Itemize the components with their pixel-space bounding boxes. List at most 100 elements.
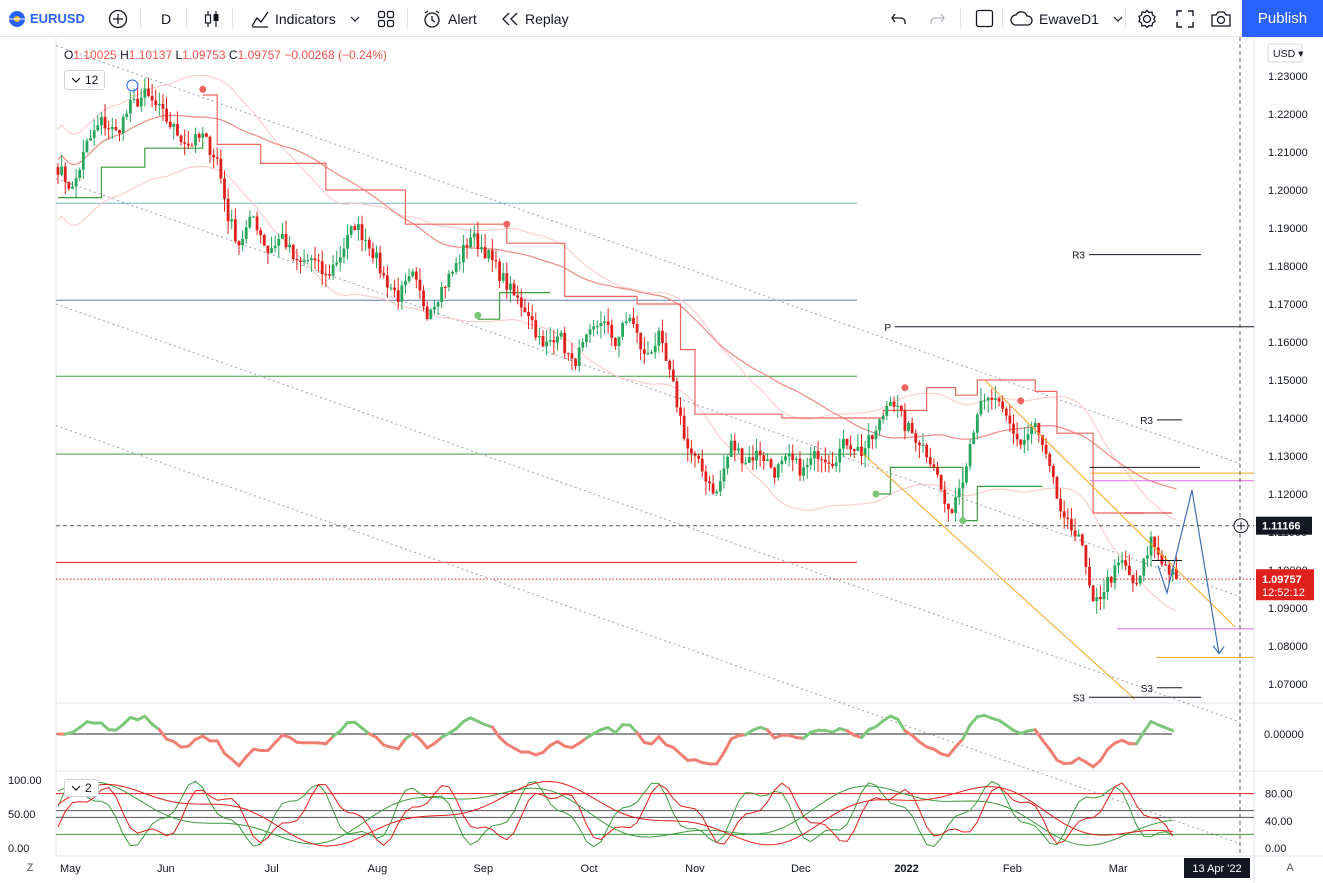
candle-body <box>845 438 849 446</box>
candle-body <box>1106 576 1110 593</box>
candle-body <box>932 464 936 468</box>
countdown-text: 12:52:12 <box>1262 587 1305 599</box>
oscillator-segment <box>375 735 386 747</box>
candle-body <box>722 468 726 482</box>
signal-dot <box>872 490 880 498</box>
candle-body <box>498 261 501 281</box>
pivot-label: R3 <box>1072 251 1085 262</box>
projection-path <box>1157 490 1220 654</box>
candle-body <box>194 133 197 146</box>
signal-dot <box>199 85 207 93</box>
candle-body <box>1095 596 1099 602</box>
candle-body <box>881 415 885 420</box>
candle-body <box>534 320 538 338</box>
slow-d-line <box>57 780 1173 847</box>
candle-body <box>237 241 241 246</box>
chart-area[interactable]: R3 P R3 S3 S3 1.23000 1.22000 1.21000 1.20000 1.… <box>0 37 1323 883</box>
arrow-head-icon <box>1212 645 1225 655</box>
candle-body <box>990 397 994 400</box>
candle-body <box>512 283 516 296</box>
candle-body <box>921 444 925 446</box>
candle-body <box>820 459 824 461</box>
candle-body <box>928 457 932 465</box>
chart-type-button[interactable] <box>203 0 221 37</box>
candle-body <box>628 317 632 322</box>
candle-body <box>950 509 954 513</box>
candles-icon <box>204 10 219 27</box>
time-tick: 2022 <box>894 863 918 875</box>
candle-body <box>903 410 907 431</box>
snapshot-button[interactable] <box>1210 0 1232 37</box>
time-tick: Dec <box>791 863 811 875</box>
replay-button[interactable]: Replay <box>501 0 569 37</box>
candle-body <box>744 462 748 464</box>
alert-label: Alert <box>448 10 477 27</box>
auto-scale-button[interactable]: A <box>1286 862 1294 874</box>
candle-body <box>472 233 476 238</box>
time-tick: Oct <box>581 863 598 875</box>
publish-button[interactable]: Publish <box>1242 0 1323 37</box>
chevron-down-icon <box>71 77 81 83</box>
indicators-button[interactable]: Indicators <box>250 0 360 37</box>
candle-body <box>273 245 277 249</box>
pivot-label: R3 <box>1140 416 1153 427</box>
osc2-right-tick: 80.00 <box>1265 789 1293 801</box>
candle-body <box>244 227 248 239</box>
candle-body <box>704 471 708 482</box>
price-tick: 1.18000 <box>1268 261 1308 273</box>
price-tick: 1.20000 <box>1268 185 1308 197</box>
support-stop <box>58 140 204 199</box>
candle-body <box>874 430 878 440</box>
candle-body <box>693 453 697 456</box>
oscillator-segment <box>432 735 444 746</box>
candle-body <box>787 453 791 457</box>
interval-button[interactable]: D <box>161 0 171 37</box>
oscillator-pane-1 <box>56 713 1175 769</box>
candle-body <box>726 456 729 469</box>
zoom-reset-button[interactable]: Z <box>26 862 34 874</box>
oscillator-segment <box>324 734 335 746</box>
candle-body <box>747 457 751 463</box>
symbol-search[interactable]: EURUSD <box>8 0 85 37</box>
oscillator-segment <box>1106 741 1117 751</box>
candle-body <box>509 283 512 290</box>
chevron-down-icon <box>71 785 81 791</box>
candle-body <box>1033 423 1037 427</box>
time-tick: Aug <box>368 863 388 875</box>
currency-button[interactable] <box>1267 43 1303 63</box>
candle-body <box>1102 592 1106 600</box>
candle-body <box>107 128 111 130</box>
oscillator-segment <box>222 751 234 761</box>
resistance-stop <box>202 94 1144 514</box>
price-tick: 1.17000 <box>1268 299 1308 311</box>
oscillator-segment <box>722 737 733 755</box>
oscillators-toggle[interactable]: 2 <box>64 779 99 797</box>
templates-button[interactable] <box>377 0 395 37</box>
candle-body <box>143 88 147 98</box>
oscillator-segment <box>896 717 907 733</box>
time-tick: Jul <box>265 863 279 875</box>
fullscreen-button[interactable] <box>1176 0 1194 37</box>
candle-body <box>834 462 838 467</box>
oscillator-segment <box>353 720 364 730</box>
candle-body <box>1142 558 1146 576</box>
undo-button[interactable] <box>890 0 908 37</box>
candle-body <box>588 329 592 335</box>
add-symbol-button[interactable] <box>108 0 128 37</box>
price-tick: 1.08000 <box>1268 641 1308 653</box>
candle-body <box>1044 444 1048 454</box>
candle-body <box>794 458 798 460</box>
candle-body <box>878 419 881 431</box>
candle-body <box>465 244 469 248</box>
candle-body <box>986 397 990 401</box>
candle-body <box>715 491 719 494</box>
candle-body <box>968 444 972 467</box>
candle-body <box>179 135 183 143</box>
layout-select-button[interactable] <box>975 0 994 37</box>
slow-ma <box>57 114 1177 490</box>
layout-name-button[interactable]: EwaveD1 <box>1010 0 1123 37</box>
settings-button[interactable] <box>1136 0 1158 37</box>
redo-button[interactable] <box>928 0 946 37</box>
alert-button[interactable]: Alert <box>422 0 477 37</box>
indicators-toggle[interactable]: 12 <box>64 70 106 90</box>
